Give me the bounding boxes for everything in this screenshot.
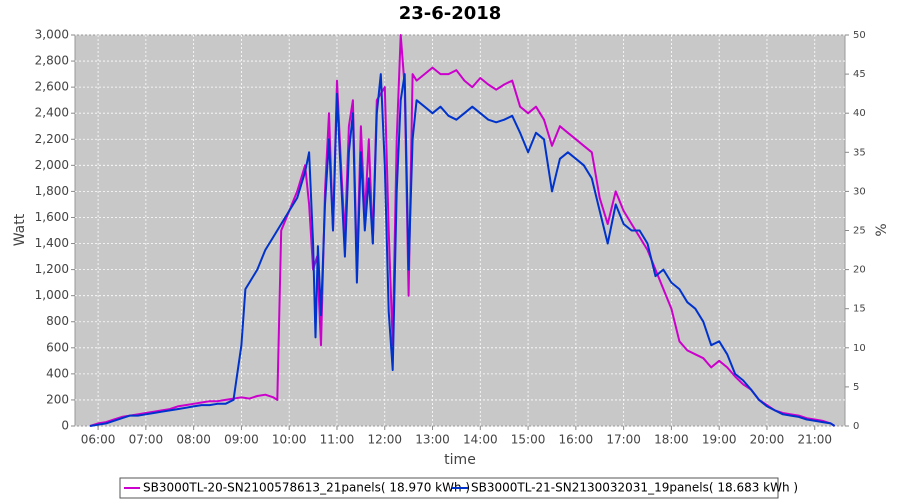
x-tick-label: 08:00 xyxy=(176,433,211,447)
x-tick-label: 21:00 xyxy=(797,433,832,447)
y2-tick-label: 0 xyxy=(853,421,859,432)
y2-tick-label: 25 xyxy=(853,226,866,237)
x-tick-label: 14:00 xyxy=(463,433,498,447)
x-tick-label: 12:00 xyxy=(367,433,402,447)
x-tick-label: 06:00 xyxy=(81,433,116,447)
legend-label: SB3000TL-20-SN2100578613_21panels( 18.97… xyxy=(143,481,470,495)
y2-tick-label: 5 xyxy=(853,382,859,393)
x-tick-label: 19:00 xyxy=(702,433,737,447)
y-tick-label: 3,000 xyxy=(35,28,69,42)
y-tick-label: 200 xyxy=(46,392,69,406)
y-tick-label: 1,600 xyxy=(35,210,69,224)
y-tick-label: 400 xyxy=(46,366,69,380)
x-tick-label: 07:00 xyxy=(129,433,164,447)
x-axis-label: time xyxy=(444,452,476,468)
chart-title: 23-6-2018 xyxy=(399,3,502,24)
y2-tick-label: 20 xyxy=(853,265,866,276)
x-tick-label: 15:00 xyxy=(511,433,546,447)
x-tick-label: 20:00 xyxy=(750,433,785,447)
y-tick-label: 2,600 xyxy=(35,80,69,94)
y-tick-label: 0 xyxy=(61,419,69,433)
y2-tick-label: 45 xyxy=(853,69,866,80)
y2-tick-label: 35 xyxy=(853,147,866,158)
x-tick-label: 10:00 xyxy=(272,433,307,447)
y-tick-label: 2,200 xyxy=(35,132,69,146)
x-tick-label: 17:00 xyxy=(606,433,641,447)
legend-label: SB3000TL-21-SN2130032031_19panels( 18.68… xyxy=(471,481,798,495)
y-tick-label: 1,400 xyxy=(35,236,69,250)
x-tick-label: 09:00 xyxy=(224,433,259,447)
x-tick-label: 18:00 xyxy=(654,433,689,447)
y-tick-label: 2,800 xyxy=(35,54,69,68)
y-tick-label: 800 xyxy=(46,314,69,328)
plot-area xyxy=(74,34,846,427)
x-tick-label: 11:00 xyxy=(320,433,355,447)
y2-tick-label: 50 xyxy=(853,30,866,41)
y2-tick-label: 40 xyxy=(853,108,866,119)
y-tick-label: 2,000 xyxy=(35,158,69,172)
y2-axis-label: % xyxy=(874,223,890,236)
y2-tick-label: 30 xyxy=(853,186,866,197)
x-tick-label: 13:00 xyxy=(415,433,450,447)
y-tick-label: 1,200 xyxy=(35,262,69,276)
y-tick-label: 2,400 xyxy=(35,106,69,120)
x-tick-label: 16:00 xyxy=(559,433,594,447)
y-tick-label: 1,800 xyxy=(35,184,69,198)
legend xyxy=(119,477,779,499)
y2-tick-label: 10 xyxy=(853,343,866,354)
y-axis-label: Watt xyxy=(12,213,28,246)
y-tick-label: 600 xyxy=(46,340,69,354)
series-line xyxy=(89,73,836,427)
y-tick-label: 1,000 xyxy=(35,288,69,302)
y2-tick-label: 15 xyxy=(853,304,866,315)
